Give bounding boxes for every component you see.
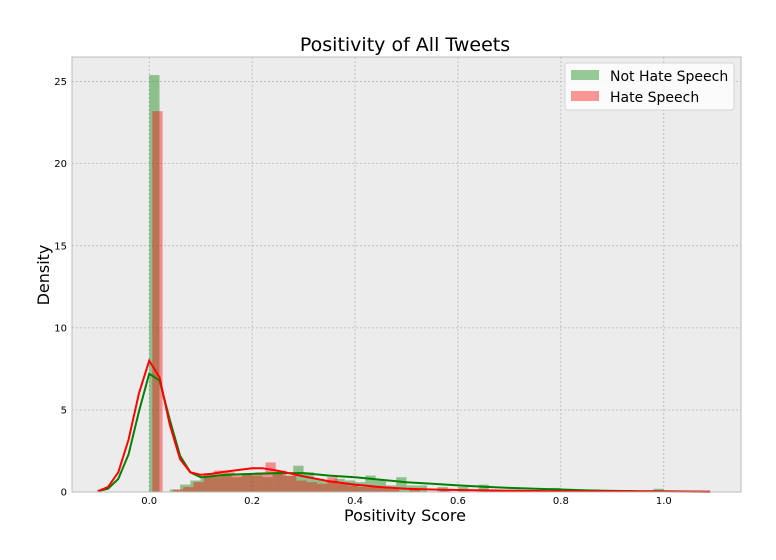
plot-frame (71, 56, 742, 493)
histogram-bar-not-hate-speech (324, 480, 335, 492)
histogram-bar-hate-speech (275, 470, 287, 492)
histogram-bar-hate-speech (203, 473, 215, 492)
y-tick-label: 20 (54, 159, 67, 170)
legend: Not Hate Speech Hate Speech (564, 62, 735, 111)
histogram-bar-hate-speech (183, 487, 194, 492)
x-tick-label: 0.8 (553, 496, 569, 507)
histogram-bar-not-hate-speech (313, 478, 325, 492)
histogram-bar-not-hate-speech (252, 475, 263, 492)
legend-swatch-not-hate-speech (571, 70, 599, 80)
histogram-bar-not-hate-speech (221, 475, 232, 492)
x-tick-label: 0.6 (450, 496, 466, 507)
histogram-bar-not-hate-speech (344, 480, 356, 492)
histogram-bar-hate-speech (358, 487, 369, 492)
y-axis-label: Density (34, 245, 53, 306)
axis-ticks: 0.0 0.2 0.4 0.6 0.8 1.0 0 5 10 15 20 25 (54, 77, 671, 507)
histogram-bar-hate-speech (368, 487, 379, 492)
legend-swatch-hate-speech (571, 91, 599, 101)
histogram-bar-hate-speech (327, 477, 338, 492)
histogram-bar-not-hate-speech (272, 472, 283, 492)
x-tick-label: 0.2 (244, 496, 260, 507)
y-tick-label: 10 (54, 323, 67, 334)
histogram-bar-not-hate-speech (200, 477, 211, 492)
y-tick-label: 0 (61, 488, 67, 499)
legend-box (564, 62, 735, 111)
y-tick-label: 25 (54, 77, 67, 88)
x-tick-label: 1.0 (656, 496, 672, 507)
histogram-bar-not-hate-speech (262, 477, 273, 492)
histogram-bar-not-hate-speech (365, 475, 376, 492)
x-tick-label: 0.0 (141, 496, 157, 507)
histogram-bar-not-hate-speech (190, 480, 201, 492)
histogram-bar-not-hate-speech (241, 473, 253, 492)
histogram-bar-hate-speech (214, 470, 225, 492)
histogram-bar-hate-speech (172, 489, 184, 492)
histogram-bar-hate-speech (440, 490, 451, 492)
plot-area (72, 57, 741, 492)
histogram-bar-not-hate-speech (180, 484, 191, 492)
kde-line-hate-speech (97, 358, 711, 493)
histogram-bar-not-hate-speech (355, 482, 366, 492)
histogram-bars (149, 75, 664, 493)
histogram-bar-hate-speech (306, 482, 317, 492)
histogram-bar-hate-speech (337, 483, 348, 492)
histogram-bar-hate-speech (265, 462, 276, 492)
histogram-bar-hate-speech (193, 482, 204, 492)
histogram-bar-hate-speech (286, 475, 297, 492)
legend-label-hate-speech: Hate Speech (610, 90, 699, 106)
chart-title: Positivity of All Tweets (300, 34, 510, 56)
histogram-bar-hate-speech (347, 485, 359, 492)
x-tick-label: 0.4 (347, 496, 363, 507)
x-axis-label: Positivity Score (344, 506, 466, 525)
histogram-bar-not-hate-speech (231, 477, 242, 492)
histogram-bar-not-hate-speech (169, 489, 181, 492)
histogram-bar-hate-speech (234, 475, 245, 492)
kde-curves (97, 358, 711, 493)
histogram-bar-hate-speech (244, 473, 256, 492)
histogram-bar-not-hate-speech (478, 484, 489, 492)
histogram-bar-hate-speech (378, 487, 390, 492)
legend-label-not-hate-speech: Not Hate Speech (610, 69, 728, 85)
y-tick-label: 15 (54, 241, 67, 252)
histogram-bar-hate-speech (224, 472, 235, 492)
histogram-bar-not-hate-speech (149, 75, 160, 492)
histogram-bar-hate-speech (152, 111, 163, 493)
histogram-bar-not-hate-speech (282, 475, 294, 492)
histogram-bar-not-hate-speech (303, 472, 314, 492)
histogram-bar-hate-speech (296, 480, 307, 492)
histogram-bar-not-hate-speech (334, 478, 345, 492)
y-tick-label: 5 (61, 405, 67, 416)
histogram-bar-not-hate-speech (396, 477, 407, 492)
histogram-bar-not-hate-speech (210, 477, 222, 492)
histogram-bar-hate-speech (316, 483, 328, 492)
histogram-bar-hate-speech (255, 472, 266, 492)
histogram-bar-hate-speech (389, 488, 400, 492)
histogram-bar-not-hate-speech (293, 465, 304, 492)
histogram-bar-hate-speech (409, 489, 420, 492)
